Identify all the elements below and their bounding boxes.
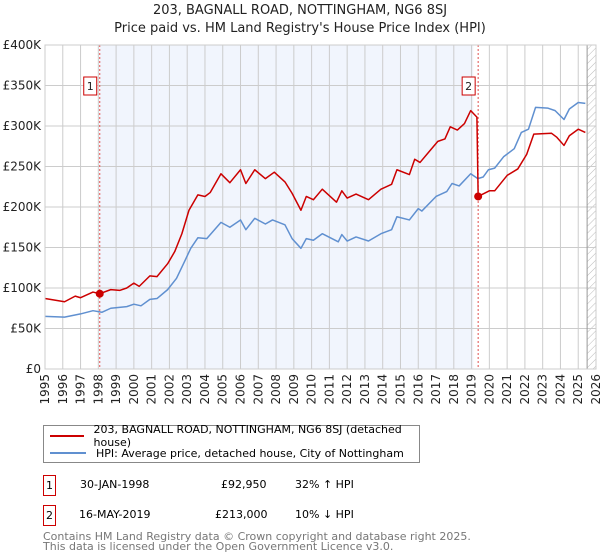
annotation-label: 1 [87,80,94,93]
x-tick-label: 2013 [358,374,372,405]
annotation-box [461,76,476,96]
x-tick-label: 2023 [536,374,550,405]
legend-label-hpi: HPI: Average price, detached house, City… [96,446,404,460]
legend-red-line [50,435,84,437]
x-tick-label: 2011 [322,374,336,405]
x-tick-label: 2025 [571,374,585,405]
x-tick-label: 2010 [305,374,319,405]
x-tick-label: 2022 [518,374,532,405]
legend-item-property: 203, BAGNALL ROAD, NOTTINGHAM, NG6 8SJ (… [50,423,419,449]
x-tick-label: 2002 [162,374,176,405]
x-tick-label: 2021 [500,374,514,405]
y-tick-label: £200K [3,200,43,214]
property-price-line [44,109,586,303]
x-tick-label: 2020 [482,374,496,405]
price-chart: 1995 1996 1997 1998 1999 2000 2001 2002 2003 2004… [3,38,600,405]
y-tick-label: £350K [3,79,43,93]
transaction-hpi: 32% ↑ HPI [295,478,354,491]
transaction-price: £213,000 [215,508,268,521]
annotation-label: 2 [465,80,472,93]
annotation-box [83,76,98,96]
x-tick-label: 2026 [589,374,600,405]
footer-licence: This data is licensed under the Open Gov… [43,540,394,553]
x-tick-label: 2004 [198,374,212,405]
x-tick-label: 2016 [411,374,425,405]
y-tick-label: £100K [3,281,43,295]
sale-point [95,289,104,298]
x-tick-label: 2000 [127,374,141,405]
x-tick-label: 2012 [340,374,354,405]
y-tick-label: £50K [10,322,42,336]
transaction-price: £92,950 [221,478,267,491]
y-tick-label: £400K [3,38,43,52]
hpi-line [44,101,586,318]
legend-item-hpi: HPI: Average price, detached house, City… [50,445,404,461]
x-tick-label: 2018 [447,374,461,405]
x-tick-label: 1999 [109,374,123,405]
x-tick-label: 2017 [429,374,443,405]
x-tick-label: 2008 [269,374,283,405]
x-tick-label: 1997 [74,374,88,405]
chart-subtitle: Price paid vs. HM Land Registry's House … [114,21,486,36]
legend-label-property: 203, BAGNALL ROAD, NOTTINGHAM, NG6 8SJ (… [93,423,402,449]
x-tick-label: 2001 [145,374,159,405]
x-tick-label: 2009 [287,374,301,405]
x-tick-label: 2007 [251,374,265,405]
x-tick-label: 2024 [553,374,567,405]
transaction-date: 30-JAN-1998 [80,478,150,491]
chart-title: 203, BAGNALL ROAD, NOTTINGHAM, NG6 8SJ [152,3,448,18]
y-tick-label: £300K [3,119,43,133]
x-tick-label: 2006 [234,374,248,405]
x-tick-label: 1996 [56,374,70,405]
y-tick-label: £250K [3,160,43,174]
transaction-date: 16-MAY-2019 [79,508,151,521]
x-tick-label: 1998 [91,374,105,405]
y-tick-label: £150K [3,241,43,255]
footer-copyright: Contains HM Land Registry data © Crown c… [43,530,471,543]
x-tick-label: 2015 [393,374,407,405]
transaction-badge: 2 [43,505,56,526]
x-tick-label: 2003 [180,374,194,405]
transaction-row: 2 16-MAY-2019 £213,000 10% ↓ HPI [43,505,443,526]
legend: 203, BAGNALL ROAD, NOTTINGHAM, NG6 8SJ (… [43,423,420,463]
transaction-hpi: 10% ↓ HPI [295,508,354,521]
x-tick-label: 2014 [376,374,390,405]
legend-blue-line [50,452,86,454]
transaction-row: 1 30-JAN-1998 £92,950 32% ↑ HPI [43,475,443,496]
transaction-badge: 1 [43,475,56,496]
plot-border [44,44,597,370]
sale-point [474,192,483,201]
x-tick-label: 1995 [38,374,52,405]
x-tick-label: 2005 [216,374,230,405]
y-tick-label: £0 [26,362,41,376]
x-tick-label: 2019 [465,374,479,405]
